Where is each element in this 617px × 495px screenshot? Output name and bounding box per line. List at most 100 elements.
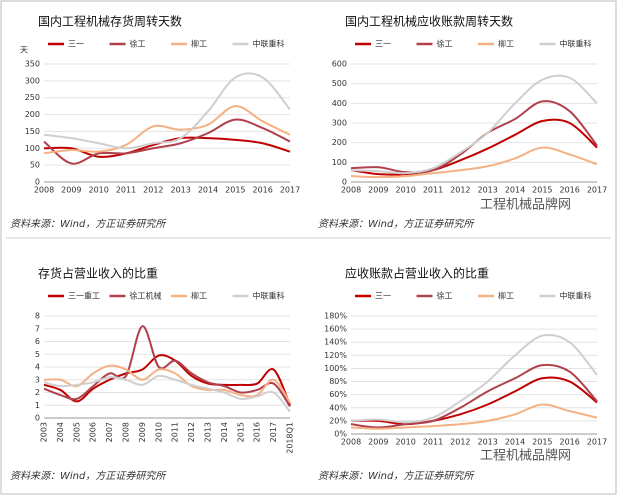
x-tick-label: 2017 [280,186,300,195]
x-tick-label: 2011 [423,438,443,447]
y-tick-label: 4 [35,363,40,372]
x-tick-label: 2007 [105,422,114,442]
series-line [350,118,598,176]
series-line [350,74,598,175]
x-tick-label: 2012 [450,186,470,195]
y-tick-label: 0 [342,178,347,187]
x-tick-label: 2014 [505,186,525,195]
x-tick-label: 2016 [559,186,579,195]
legend-label: 柳工 [498,291,514,301]
x-tick-label: 2017 [587,186,607,195]
series-line [43,118,291,165]
x-tick-label: 2008 [341,186,361,195]
y-tick-label: 100 [25,144,40,153]
source: 资料来源：Wind，方正证券研究所 [318,218,475,230]
x-tick-label: 2011 [171,422,180,442]
x-tick-label: 2015 [225,186,245,195]
legend-label: 三一重工 [68,291,100,301]
legend-label: 徐工 [130,39,146,49]
x-tick-label: 2017 [269,422,278,442]
y-tick-label: 1 [35,401,40,410]
x-tick-label: 2012 [450,438,470,447]
legend-label: 中联重科 [253,291,285,301]
x-tick-label: 2009 [138,422,147,442]
source: 资料来源：Wind，方正证券研究所 [10,218,167,230]
series-line [350,403,598,430]
x-tick-label: 2010 [395,438,415,447]
x-tick-label: 2010 [154,422,163,442]
series-line [43,364,291,404]
x-tick-label: 2015 [532,186,552,195]
x-tick-label: 2003 [40,422,49,442]
y-tick-label: 250 [25,93,40,102]
series-line [350,363,598,429]
x-tick-label: 2015 [236,422,245,442]
series-line [43,354,291,406]
y-tick-label: 50 [30,161,40,170]
x-tick-label: 2013 [477,438,497,447]
y-tick-label: 7 [35,324,40,333]
chart-title: 存货占营业收入的比重 [38,266,158,281]
legend-label: 柳工 [498,39,514,49]
x-tick-label: 2010 [395,186,415,195]
x-tick-label: 2012 [187,422,196,442]
watermark: 工程机械品牌网 [480,448,571,464]
y-tick-label: 350 [25,60,40,69]
x-tick-label: 2013 [477,186,497,195]
chart-title: 国内工程机械应收账款周转天数 [345,14,513,29]
x-tick-label: 2008 [341,438,361,447]
x-tick-label: 2015 [532,438,552,447]
y-tick-label: 3 [35,375,40,384]
series-line [350,376,598,426]
x-tick-label: 2017 [587,438,607,447]
x-tick-label: 2016 [253,422,262,442]
x-tick-label: 2008 [122,422,131,442]
x-tick-label: 2009 [368,438,388,447]
y-tick-label: 20% [329,416,347,425]
series-line [43,72,291,150]
y-tick-label: 80% [329,377,347,386]
y-tick-label: 60% [329,390,347,399]
x-tick-label: 2004 [56,422,65,442]
y-tick-label: 500 [332,79,347,88]
x-tick-label: 2011 [116,186,136,195]
x-tick-label: 2009 [61,186,81,195]
series-line [350,146,598,179]
x-tick-label: 2013 [170,186,190,195]
legend-label: 中联重科 [253,39,285,49]
y-tick-label: 300 [25,76,40,85]
legend-label: 徐工 [437,291,453,301]
series-line [43,325,291,408]
series-line [43,374,291,413]
y-tick-label: 150 [25,127,40,136]
series-line [350,333,598,424]
x-tick-label: 2005 [72,422,81,442]
x-tick-label: 2008 [34,186,54,195]
y-tick-label: 5 [35,350,40,359]
legend-label: 徐工 [437,39,453,49]
legend-label: 中联重科 [560,39,592,49]
x-tick-label: 2013 [204,422,213,442]
chart-title: 国内工程机械存货周转天数 [38,14,182,29]
y-tick-label: 40% [329,403,347,412]
x-tick-label: 2014 [220,422,229,442]
y-tick-label: 600 [332,60,347,69]
x-tick-label: 2018Q1 [286,422,295,454]
legend-label: 三一 [375,40,391,49]
y-tick-label: 2 [35,388,40,397]
legend-label: 三一 [68,40,84,49]
y-tick-label: 160% [324,325,347,334]
series-line [43,105,291,155]
x-tick-label: 2016 [559,438,579,447]
legend-label: 中联重科 [560,291,592,301]
y-tick-label: 200 [25,110,40,119]
y-tick-label: 0 [35,178,40,187]
x-tick-label: 2012 [143,186,163,195]
legend-label: 柳工 [191,39,207,49]
legend-label: 三一 [375,292,391,301]
x-tick-label: 2006 [89,422,98,442]
x-tick-label: 2016 [252,186,272,195]
x-tick-label: 2014 [505,438,525,447]
y-axis-label: 天 [20,46,28,55]
